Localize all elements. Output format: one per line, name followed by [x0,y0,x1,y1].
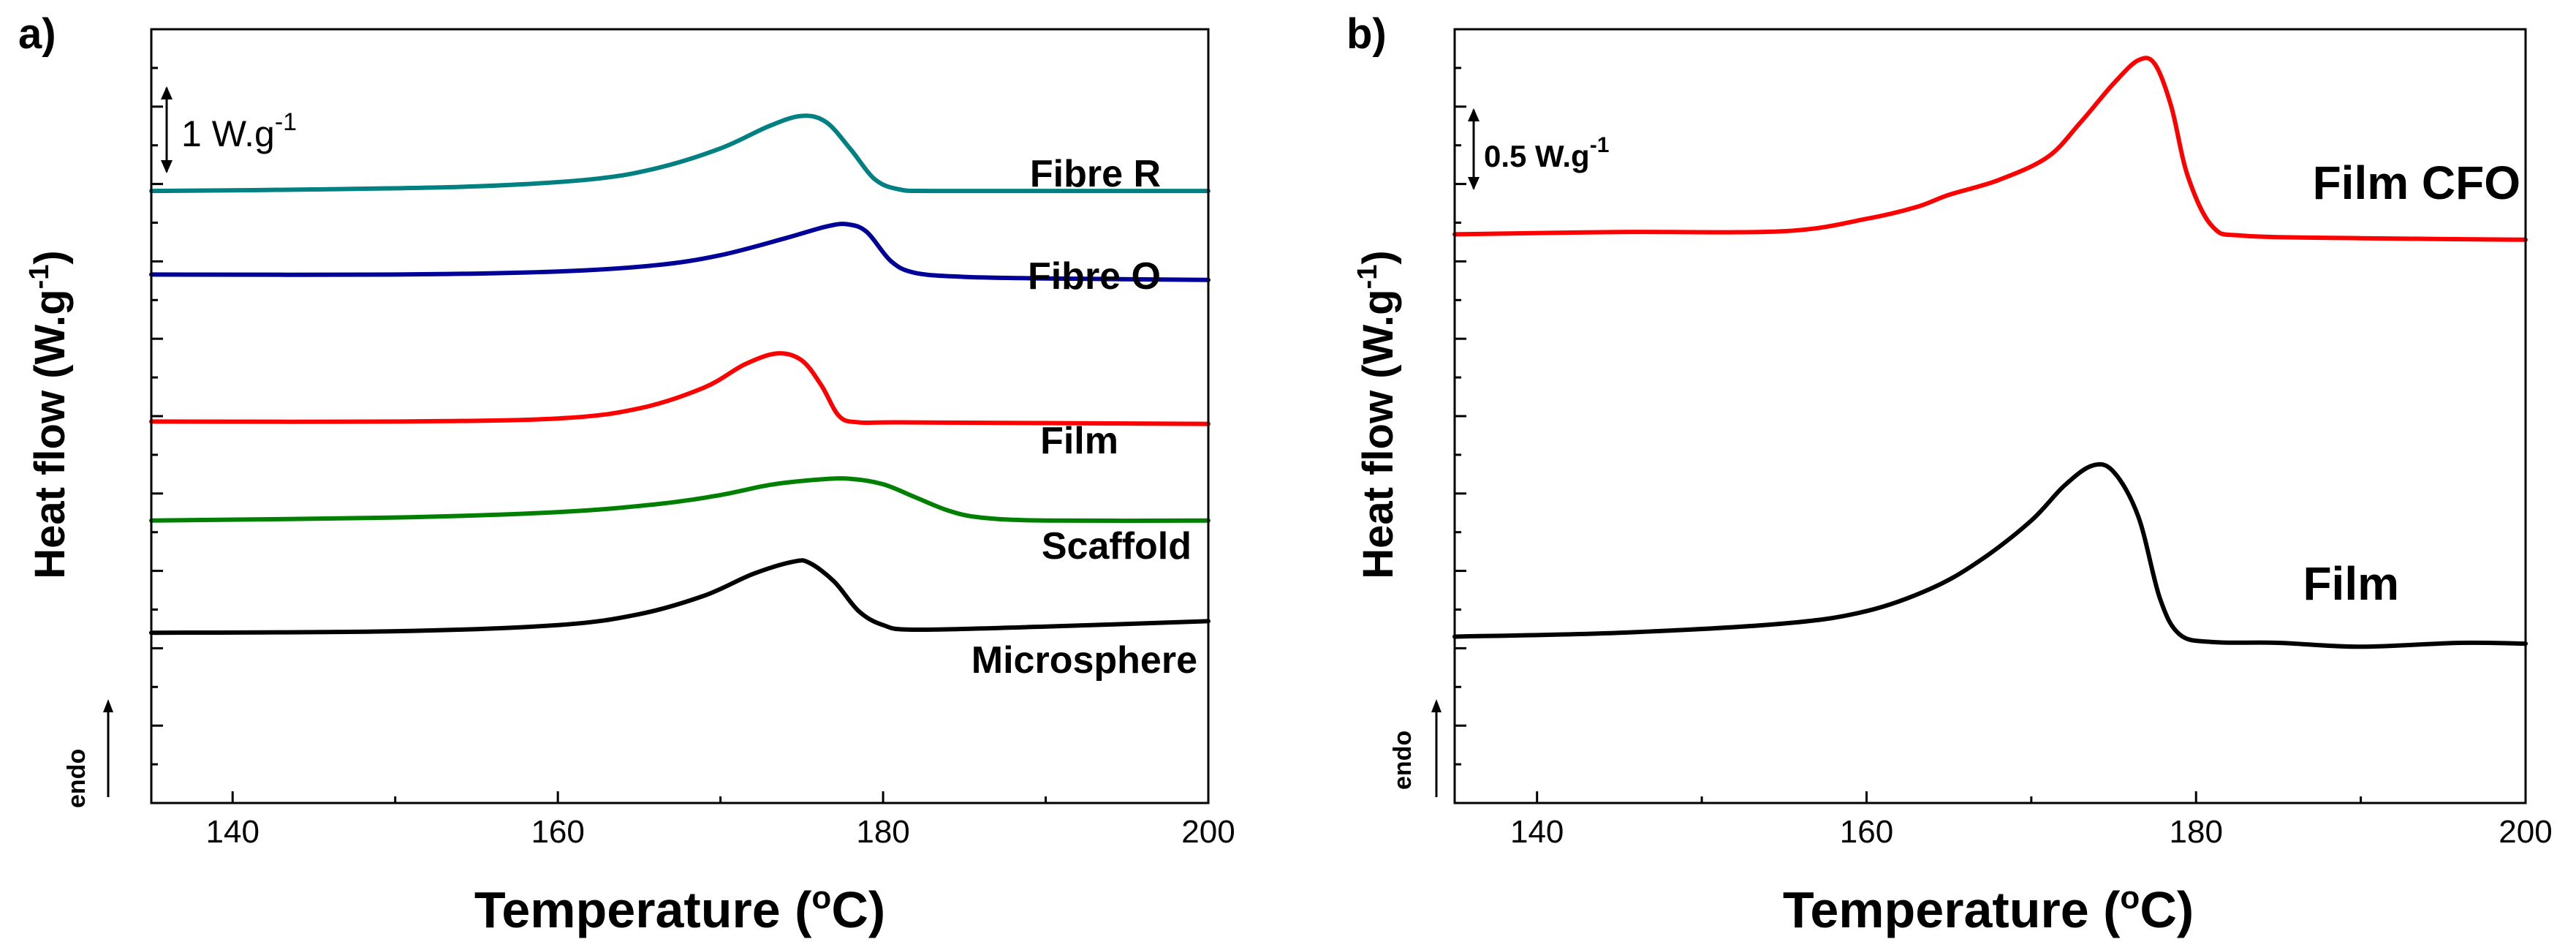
b-x-tick-label-140: 140 [1510,814,1564,850]
panel-label-a: a) [18,10,56,58]
panel-b: b) 140 160 180 200 Temperature (oC) Heat fl… [1346,10,2553,938]
panel-a-y-title-text: Heat flow (W.g [26,289,74,578]
b-series-line-film [1452,461,2528,649]
panel-a-scale-text: 1 W.g [181,113,275,154]
panel-a-endo-label: endo [63,749,91,808]
b-x-tick-label-200: 200 [2499,814,2552,850]
panel-b-scale-text: 0.5 W.g [1484,139,1590,173]
panel-b-x-title-sup: o [2120,880,2140,916]
panel-b-y-title-text: Heat flow (W.g [1355,289,1402,578]
panel-a-x-title-text: Temperature ( [474,881,812,938]
b-x-tick-label-180: 180 [2170,814,2223,850]
panel-a-ticks [151,28,1210,804]
panel-b-endo-arrow-head [1431,699,1442,712]
a-series-line-fibre-r [149,113,1211,194]
panel-a-scale-arrow-up [161,86,173,99]
panel-a-x-axis-title: Temperature (oC) [474,880,885,938]
series-label-microsphere: Microsphere [971,639,1197,682]
series-label-film-a: Film [1040,420,1118,462]
a-series-line-microsphere [149,558,1211,636]
a-x-tick-label-140: 140 [206,814,260,850]
panel-a-scale-label: 1 W.g-1 [181,108,297,154]
panel-b-y-axis-title: Heat flow (W.g-1) [1352,250,1402,578]
panel-b-x-title-tail: C) [2140,881,2194,938]
b-x-tick-label-160: 160 [1840,814,1893,850]
panel-a-scale-sup: -1 [275,108,297,136]
series-label-scaffold: Scaffold [1042,525,1192,568]
panel-a-endo-indicator: endo [63,699,113,808]
panel-a-plot-frame [150,28,1210,804]
series-label-fibre-r: Fibre R [1030,153,1161,195]
a-x-tick-label-160: 160 [531,814,584,850]
panel-label-b: b) [1346,10,1387,58]
a-series-line-scaffold [149,476,1211,524]
panel-b-x-tick-labels: 140 160 180 200 [1510,814,2553,850]
panel-b-x-title-text: Temperature ( [1783,881,2121,938]
panel-a-y-axis-title: Heat flow (W.g-1) [24,250,74,578]
panel-b-endo-indicator: endo [1389,699,1442,797]
series-label-film-cfo: Film CFO [2313,157,2520,209]
panel-a-y-title-tail: ) [26,250,74,264]
panel-a-scale-bar: 1 W.g-1 [161,86,297,173]
a-series-line-film [149,351,1211,426]
a-x-tick-label-180: 180 [856,814,909,850]
panel-a-x-tick-labels: 140 160 180 200 [206,814,1235,850]
panel-a-series [149,113,1211,636]
panel-b-plot-frame [1453,28,2527,804]
panel-a-x-title-sup: o [811,880,831,916]
panel-b-y-title-sup: -1 [1352,265,1383,290]
panel-b-y-title-tail: ) [1355,250,1402,264]
panel-b-scale-arrow-up [1468,108,1480,121]
panel-b-series [1452,56,2528,649]
panel-b-scale-sup: -1 [1590,133,1610,157]
panel-a-endo-arrow-head [103,699,113,712]
panel-b-endo-label: endo [1389,731,1417,790]
panel-b-x-axis-title: Temperature (oC) [1783,880,2194,938]
b-series-line-film-cfo [1452,56,2528,242]
panel-a: a) 140 160 180 200 Temperature (oC) Heat fl… [18,10,1235,938]
panel-a-y-title-sup: -1 [24,265,55,290]
panel-b-scale-bar: 0.5 W.g-1 [1468,108,1609,190]
panel-b-scale-label: 0.5 W.g-1 [1484,133,1609,173]
panel-a-scale-arrow-down [161,160,173,173]
panel-b-scale-arrow-down [1468,177,1480,190]
panel-b-ticks [1455,28,2527,804]
panel-a-x-title-tail: C) [831,881,885,938]
a-x-tick-label-200: 200 [1181,814,1235,850]
series-label-film-b: Film [2303,557,2399,610]
series-label-fibre-o: Fibre O [1028,255,1161,298]
a-series-line-fibre-o [149,222,1211,282]
